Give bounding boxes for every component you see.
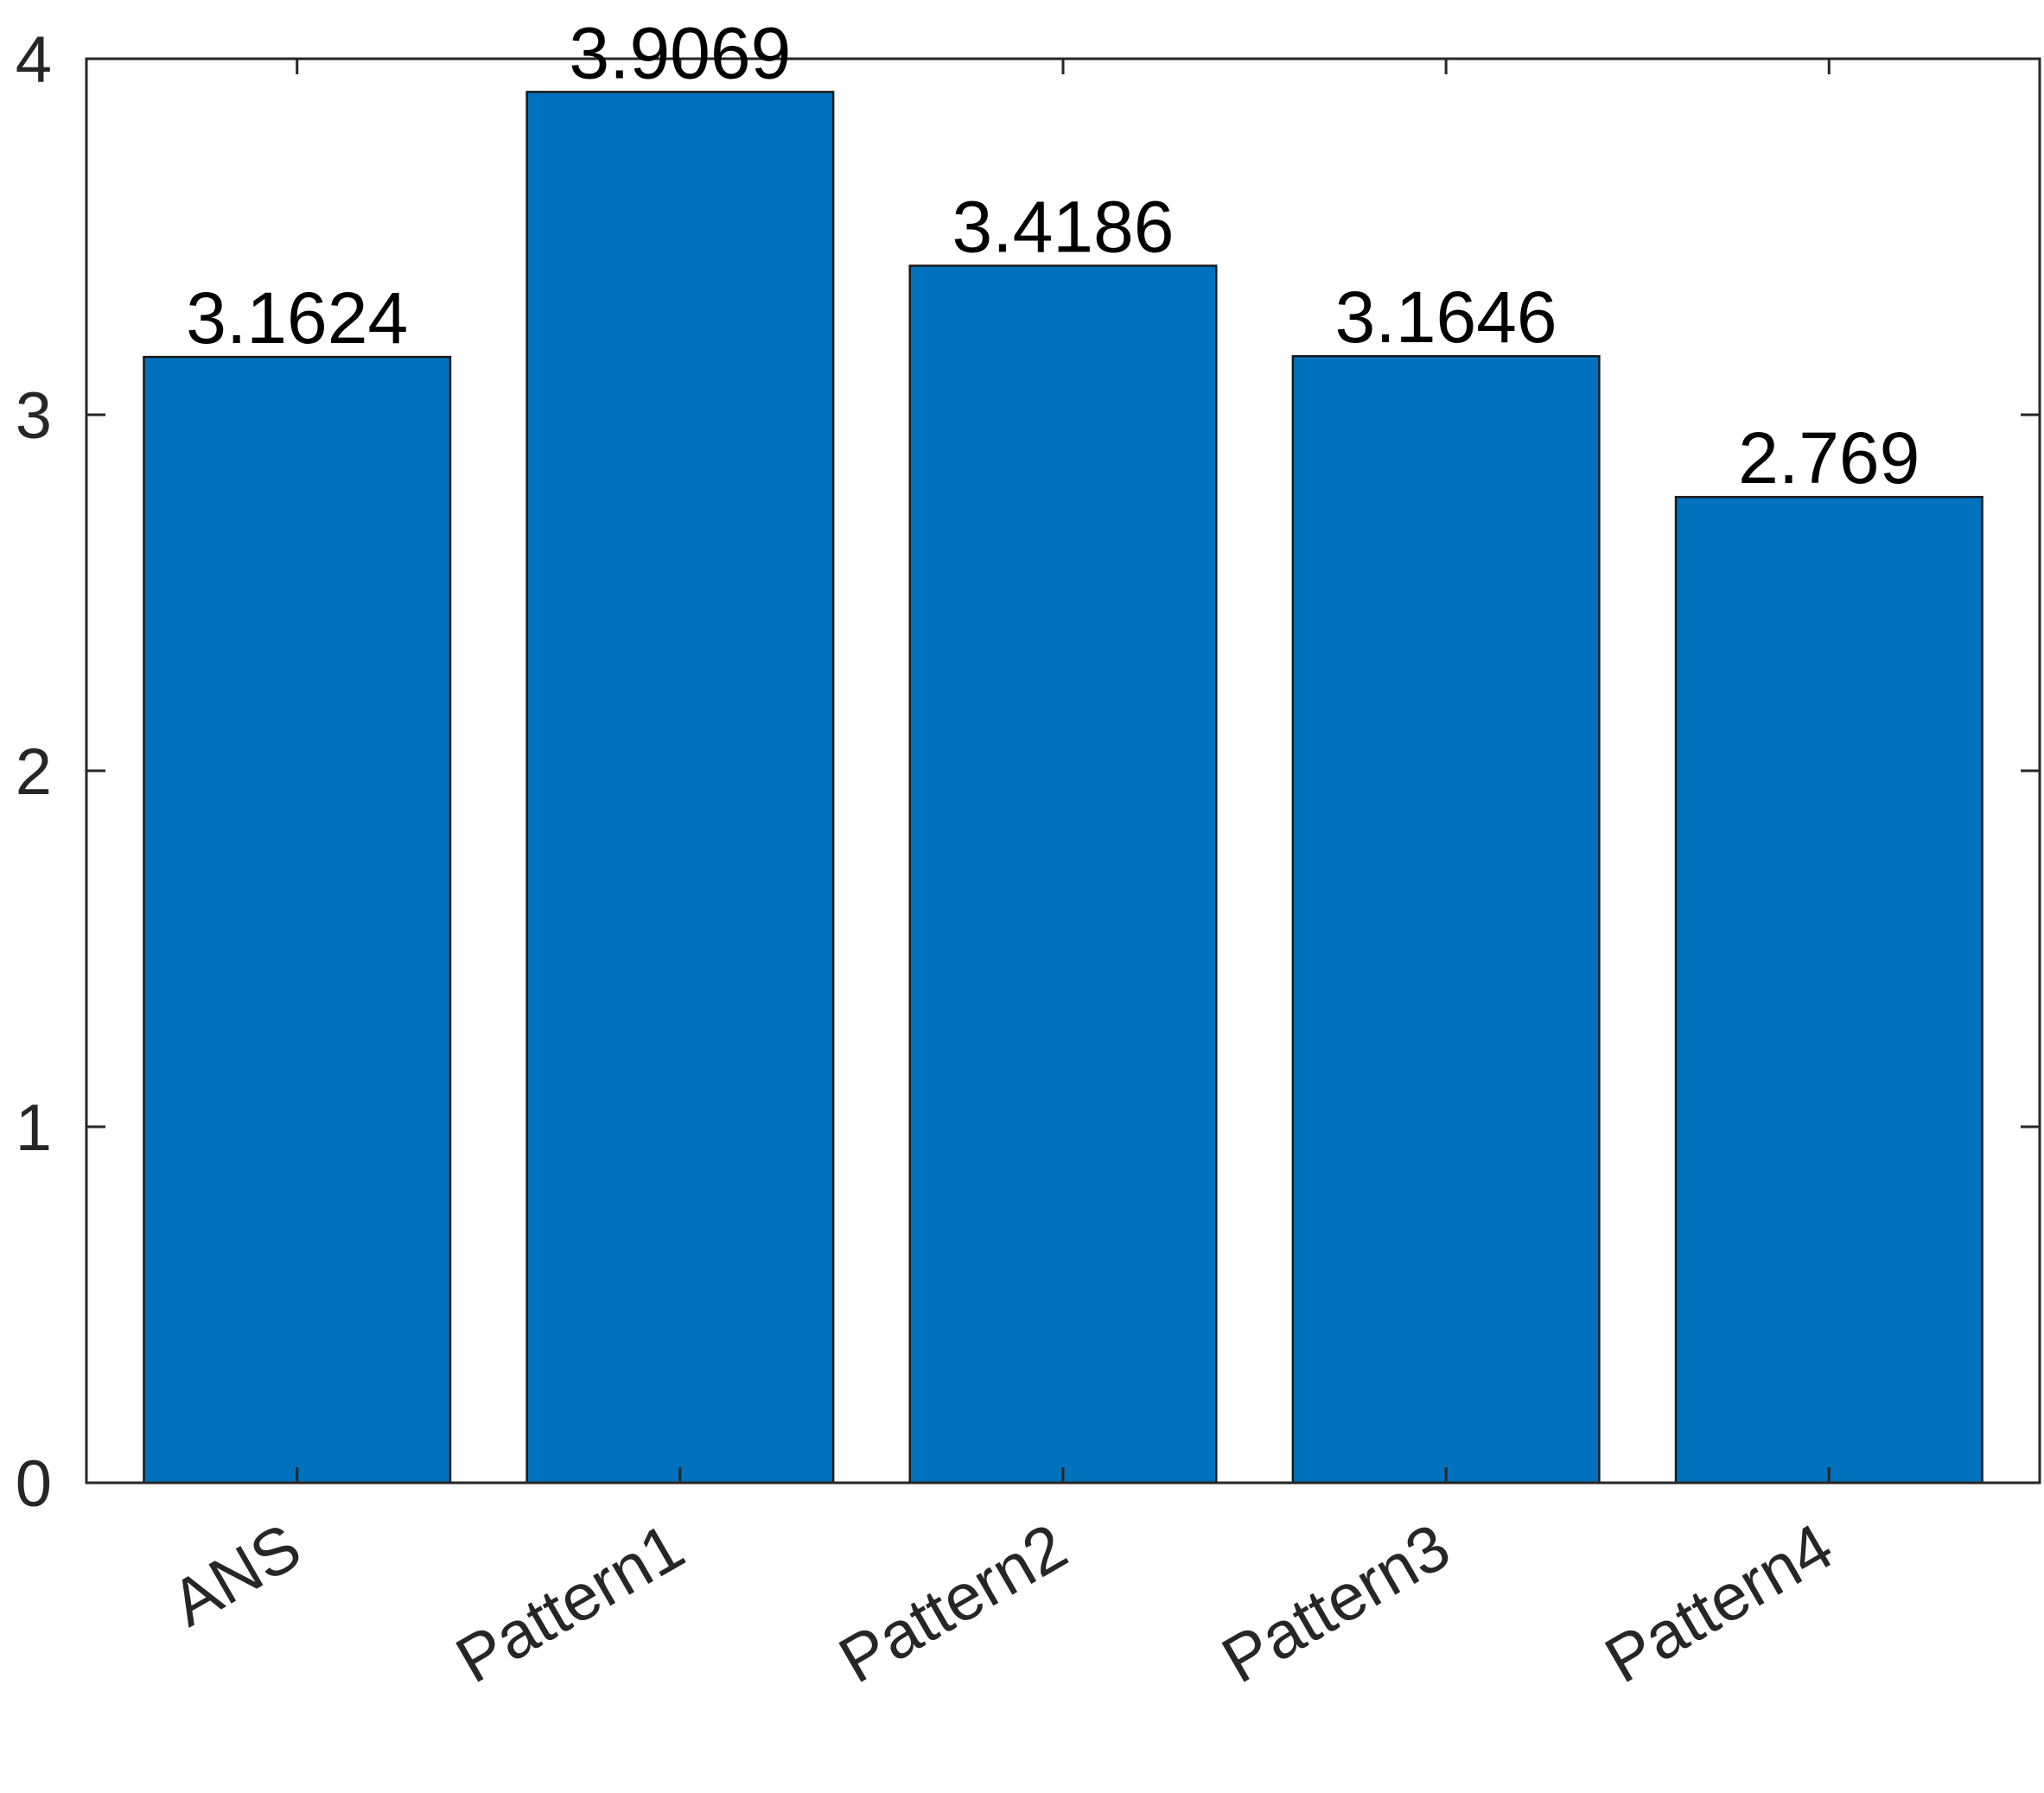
data-label-pattern2: 3.4186 (952, 187, 1175, 268)
y-tick-label: 1 (16, 1091, 52, 1165)
y-tick-labels: 0 1 2 3 4 (16, 23, 52, 1521)
data-label-ans: 3.1624 (186, 277, 408, 359)
category-labels: ANS Pattern1 Pattern2 Pattern3 Pattern4 (159, 1510, 1844, 1697)
category-label-pattern1: Pattern1 (444, 1510, 696, 1697)
data-label-pattern3: 3.1646 (1335, 277, 1557, 358)
y-tick-label: 4 (16, 23, 52, 97)
y-tick-label: 3 (16, 379, 52, 453)
bar-pattern1 (525, 91, 835, 1485)
category-label-pattern4: Pattern4 (1593, 1510, 1844, 1697)
data-labels: 3.1624 3.9069 3.4186 3.1646 2.769 (186, 12, 1920, 499)
y-tick-label: 2 (16, 735, 52, 809)
bar-pattern2 (908, 264, 1218, 1485)
category-label-pattern2: Pattern2 (827, 1510, 1079, 1697)
axes-box (85, 57, 2041, 1485)
data-label-pattern1: 3.9069 (569, 12, 791, 93)
bar-pattern3 (1291, 354, 1601, 1485)
bar-pattern4 (1674, 495, 1984, 1485)
y-tick-label: 0 (16, 1447, 52, 1521)
category-label-ans: ANS (159, 1510, 313, 1641)
bar-ans (143, 355, 452, 1485)
category-label-pattern3: Pattern3 (1210, 1510, 1461, 1697)
bars-group (143, 91, 1984, 1485)
data-label-pattern4: 2.769 (1738, 417, 1920, 499)
